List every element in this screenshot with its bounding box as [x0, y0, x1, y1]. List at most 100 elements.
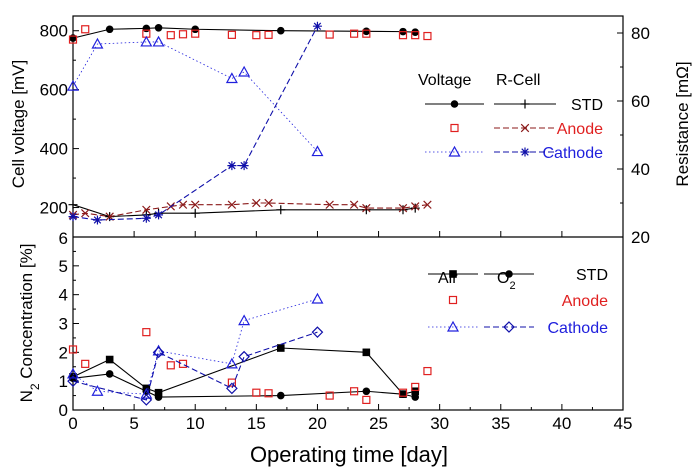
bottom-y-tick-label: 3 [59, 315, 68, 334]
o-cathode-line [72, 331, 318, 401]
air-cathode-point [91, 385, 104, 396]
voltage-anode-point [81, 25, 90, 34]
r-cell-anode-point [142, 205, 151, 215]
r-cell-anode-point [410, 202, 420, 211]
voltage-cathode-point [140, 35, 153, 47]
x-tick-label: 20 [308, 414, 327, 433]
o-std-point [105, 370, 114, 378]
r-cell-std-point [190, 208, 200, 218]
o-std-point [362, 387, 371, 396]
legend-voltage-anode-marker [450, 123, 459, 133]
top-legend-label-anode: Anode [557, 121, 603, 138]
x-tick-label: 35 [491, 414, 510, 433]
voltage-anode-point [166, 31, 175, 40]
r-cell-anode-point [252, 198, 261, 208]
bottom-y-tick-label: 5 [59, 257, 68, 276]
legend-air-cathode-marker [446, 320, 460, 332]
air-std-point [276, 344, 285, 352]
air-anode-point [411, 382, 420, 392]
r-cell-anode-line [72, 202, 428, 218]
bottom-y-axis-title: N2 Concentration [%] [17, 244, 42, 403]
air-cathode-point [311, 292, 324, 304]
voltage-anode-point [68, 35, 78, 44]
top-y2-axis-title: Resistance [mΩ] [673, 61, 692, 186]
top-y2-tick-label: 80 [631, 24, 650, 43]
o-std-line [72, 373, 416, 398]
bottom-y-tick-label: 6 [59, 229, 68, 248]
voltage-cathode-point [91, 37, 104, 49]
x-tick-label: 5 [129, 414, 138, 433]
r-cell-anode-point [80, 208, 90, 218]
o-cathode-point [140, 394, 153, 406]
o-cathode-point [152, 346, 165, 359]
top-y-tick-label: 800 [40, 22, 68, 41]
top-y-tick-label: 600 [40, 81, 68, 100]
x-axis-title: Operating time [day] [250, 442, 448, 467]
x-tick-label: 30 [430, 414, 449, 433]
legend-r-cell-std-marker [520, 99, 530, 109]
air-std-point [411, 387, 420, 396]
top-y-tick-label: 200 [40, 199, 68, 218]
voltage-anode-point [191, 29, 200, 38]
air-anode-point [350, 387, 359, 396]
legend-voltage-std-marker [450, 100, 459, 108]
air-anode-point [68, 345, 78, 354]
voltage-std-point [191, 25, 200, 34]
r-cell-anode-point [423, 200, 432, 209]
voltage-cathode-point [152, 35, 165, 47]
voltage-anode-point [411, 31, 420, 40]
voltage-anode-point [398, 31, 408, 40]
voltage-anode-point [227, 30, 236, 39]
voltage-std-point [362, 27, 371, 36]
air-anode-point [227, 378, 236, 387]
o-std-point [276, 391, 285, 400]
o-cathode-point [311, 326, 324, 338]
air-anode-point [178, 359, 188, 368]
air-cathode-point [66, 367, 80, 379]
top-legend-label-cathode: Cathode [543, 145, 604, 162]
bottom-legend-label-cathode: Cathode [548, 320, 609, 337]
voltage-std-point [142, 24, 151, 33]
voltage-cathode-line [72, 41, 318, 152]
voltage-std-point [69, 34, 77, 42]
bottom-y-tick-label: 1 [59, 372, 68, 391]
air-anode-point [142, 328, 151, 337]
r-cell-cathode-point [312, 21, 322, 31]
top-y2-tick-label: 20 [631, 228, 650, 247]
voltage-cathode-point [311, 145, 324, 157]
r-cell-cathode-point [141, 213, 151, 223]
air-std-point [105, 355, 114, 364]
r-cell-cathode-point [68, 212, 78, 222]
air-anode-point [325, 391, 334, 400]
air-cathode-point [225, 357, 238, 369]
air-anode-point [166, 361, 175, 370]
o-std-point [154, 393, 163, 401]
r-cell-cathode-point [227, 161, 237, 171]
top-y-tick-label: 400 [40, 140, 68, 159]
r-cell-std-point [361, 205, 371, 215]
air-cathode-point [238, 314, 251, 326]
r-cell-std-point [276, 205, 286, 215]
bottom-legend-label-anode: Anode [562, 293, 608, 310]
o-std-point [411, 393, 420, 401]
r-cell-anode-point [362, 203, 371, 213]
top-y2-tick-label: 60 [631, 92, 650, 111]
r-cell-anode-point [349, 200, 359, 209]
o-std-point [399, 390, 407, 398]
top-y-axis-title: Cell voltage [mV] [9, 60, 28, 189]
r-cell-cathode-point [92, 215, 102, 225]
air-std-point [362, 348, 371, 357]
voltage-anode-point [178, 30, 188, 39]
o-cathode-point [238, 350, 250, 363]
voltage-anode-point [423, 31, 432, 41]
voltage-cathode-point [66, 79, 80, 91]
r-cell-anode-point [227, 200, 237, 209]
air-std-point [154, 388, 163, 397]
bottom-y-tick-label: 0 [59, 401, 68, 420]
bottom-y-tick-label: 4 [59, 286, 68, 305]
r-cell-cathode-line [72, 25, 318, 221]
voltage-anode-point [252, 31, 261, 40]
voltage-std-point [154, 23, 163, 32]
air-anode-point [252, 388, 261, 397]
